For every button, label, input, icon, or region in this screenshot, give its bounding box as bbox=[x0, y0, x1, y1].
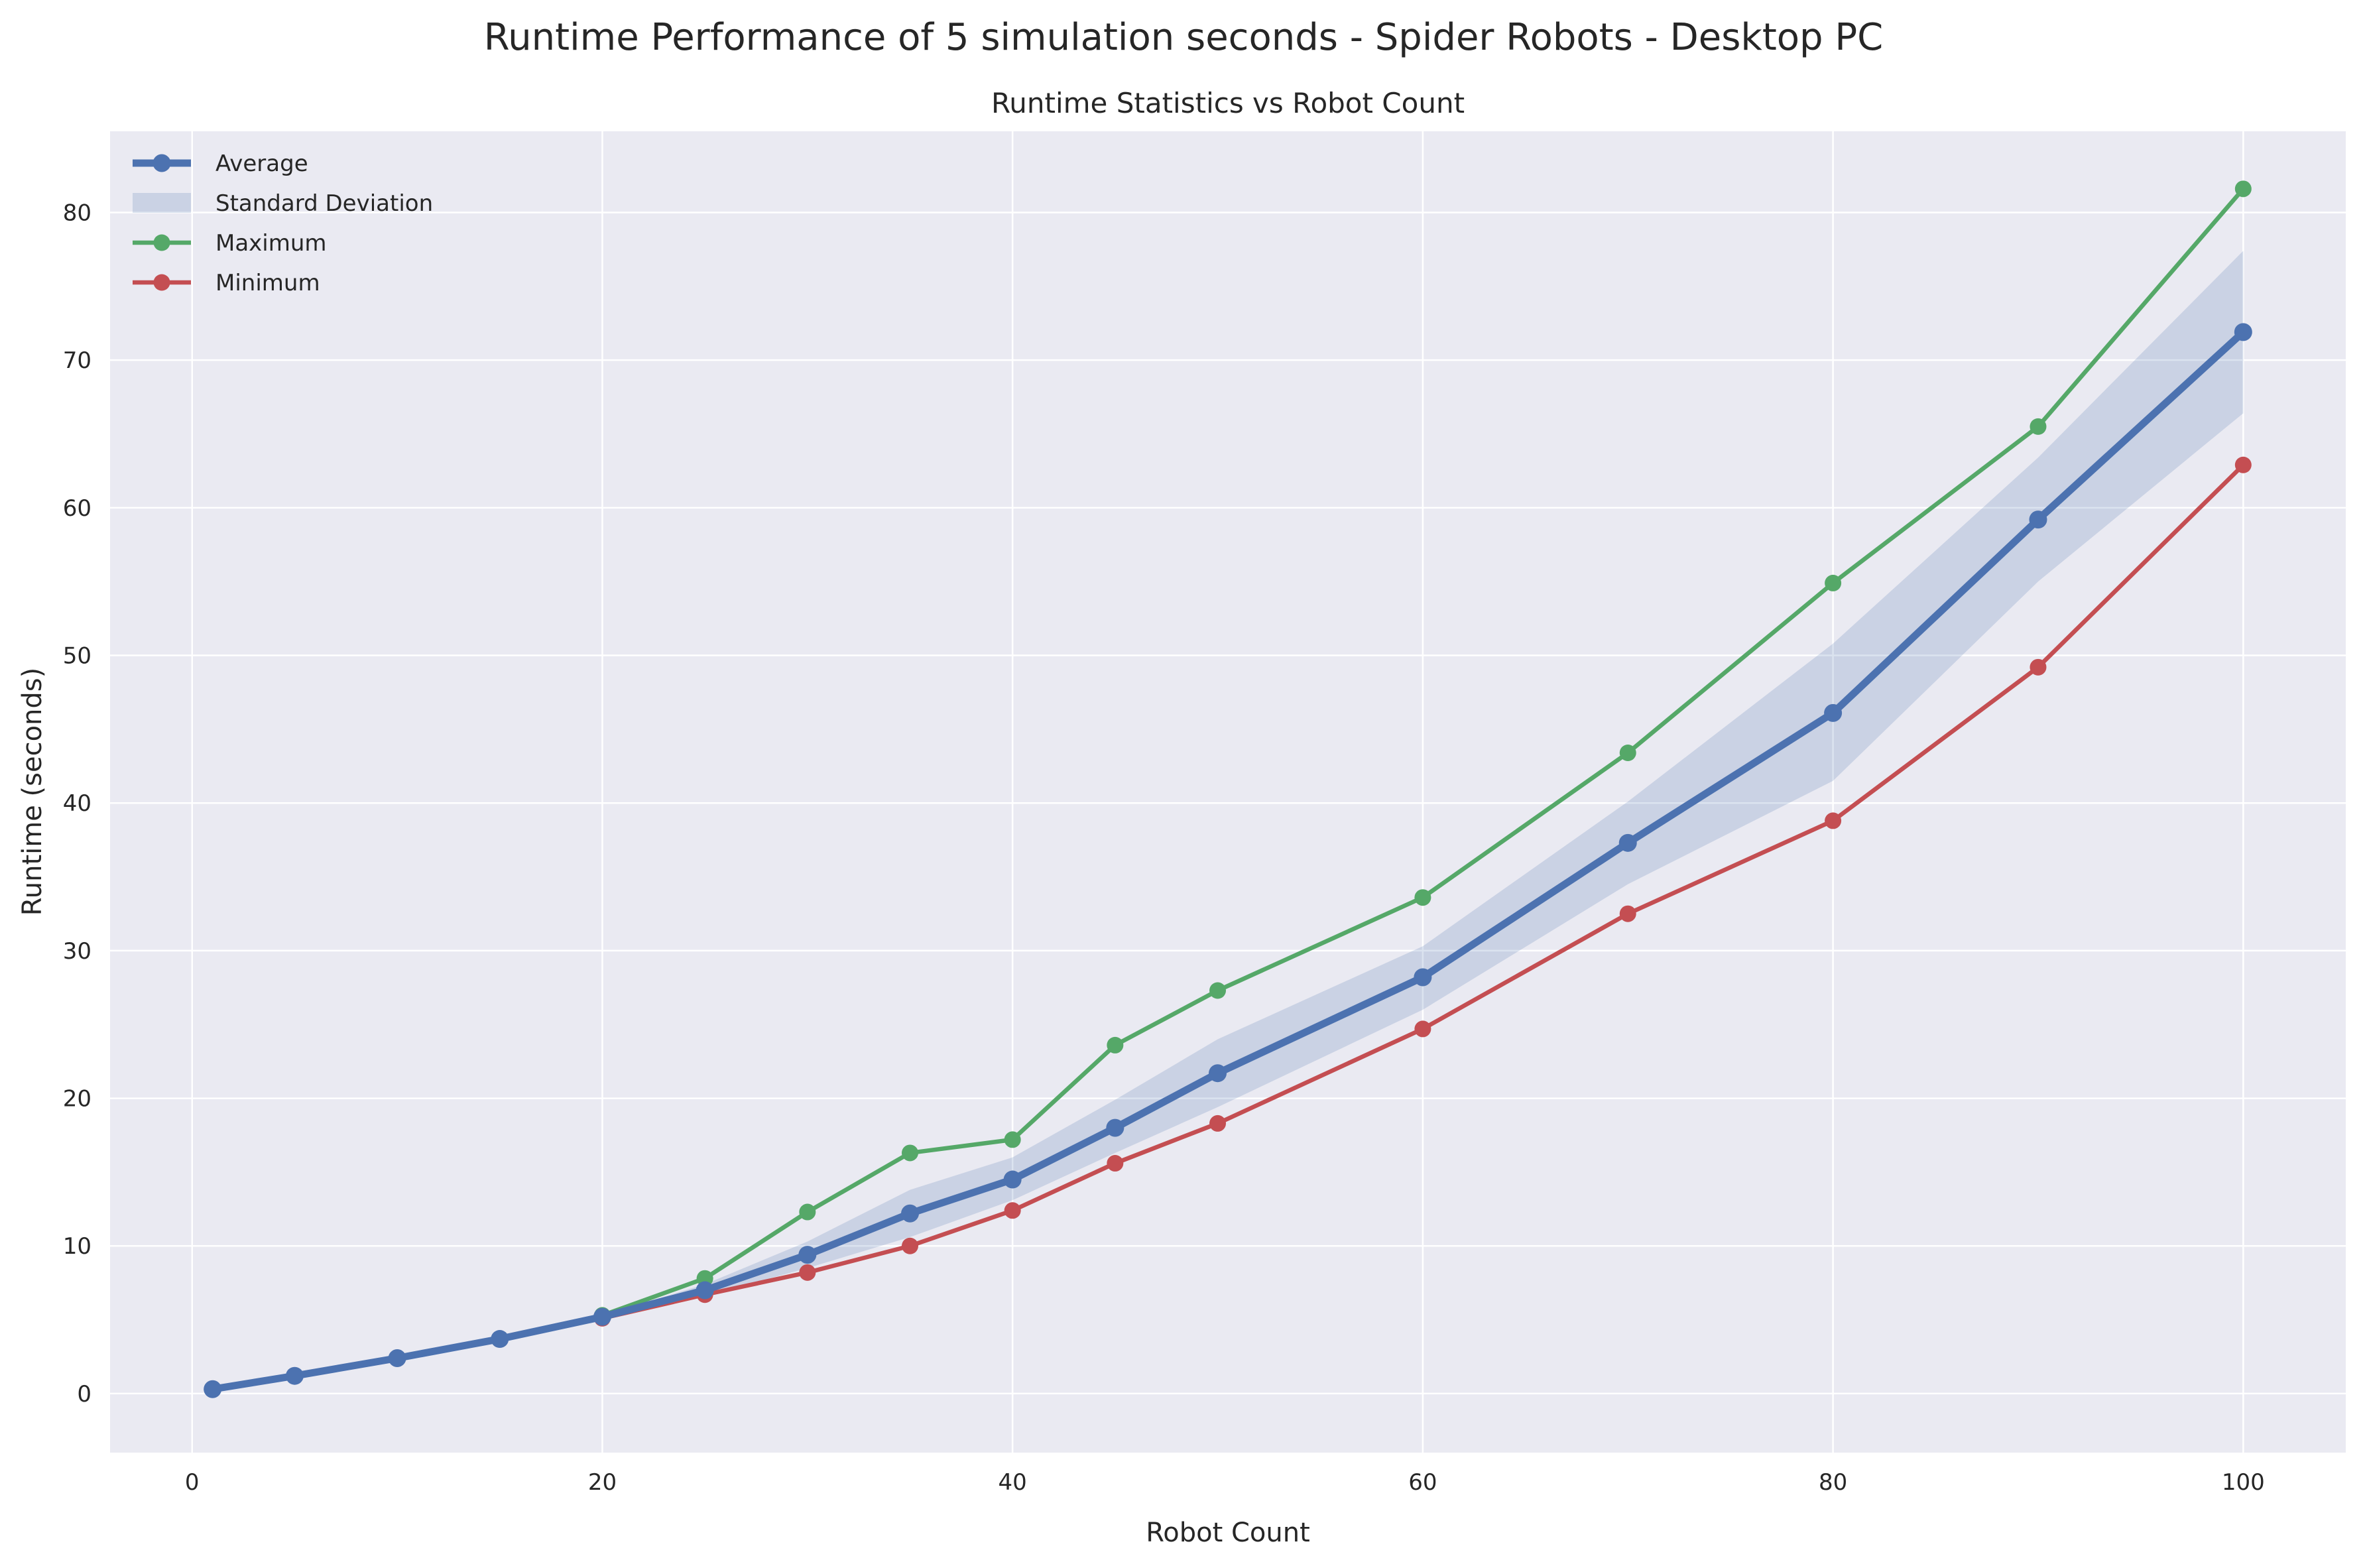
y-tick-label: 50 bbox=[63, 643, 91, 670]
average-point bbox=[593, 1307, 611, 1326]
maximum-point bbox=[1107, 1036, 1124, 1054]
x-tick-label: 20 bbox=[588, 1469, 617, 1496]
legend-item-minimum: Minimum bbox=[133, 270, 320, 296]
minimum-point bbox=[2234, 456, 2252, 473]
minimum-point bbox=[1107, 1155, 1124, 1172]
average-point bbox=[1209, 1064, 1227, 1083]
legend-item-standard-deviation: Standard Deviation bbox=[133, 190, 433, 217]
average-point bbox=[204, 1380, 222, 1398]
plot-area bbox=[110, 131, 2346, 1453]
maximum-point bbox=[901, 1144, 918, 1162]
chart-title: Runtime Statistics vs Robot Count bbox=[991, 87, 1465, 119]
x-axis-label: Robot Count bbox=[1146, 1518, 1310, 1548]
legend-label-minimum: Minimum bbox=[215, 270, 320, 296]
legend: Average Standard Deviation Maximum Minimum bbox=[133, 151, 433, 296]
maximum-point bbox=[1619, 744, 1636, 761]
minimum-point bbox=[1004, 1202, 1021, 1219]
legend-item-average: Average bbox=[133, 151, 308, 177]
maximum-point bbox=[1004, 1131, 1021, 1148]
average-point bbox=[491, 1330, 509, 1349]
minimum-point bbox=[2030, 658, 2047, 676]
y-tick-label: 60 bbox=[63, 495, 91, 522]
legend-marker-minimum bbox=[153, 274, 170, 291]
y-tick-label: 30 bbox=[63, 938, 91, 965]
y-tick-label: 40 bbox=[63, 790, 91, 817]
x-tick-label: 0 bbox=[185, 1469, 200, 1496]
series-average bbox=[204, 323, 2252, 1398]
y-tick-label: 20 bbox=[63, 1086, 91, 1113]
legend-marker-maximum bbox=[153, 234, 170, 251]
minimum-point bbox=[1619, 905, 1636, 922]
maximum-point bbox=[1414, 889, 1431, 906]
average-point bbox=[1414, 968, 1432, 987]
average-point bbox=[798, 1246, 817, 1264]
minimum-point bbox=[1825, 812, 1842, 829]
x-tick-label: 60 bbox=[1408, 1469, 1437, 1496]
y-tick-label: 70 bbox=[63, 347, 91, 374]
y-tick-label: 80 bbox=[63, 200, 91, 226]
minimum-point bbox=[1209, 1115, 1227, 1132]
series-layer bbox=[204, 180, 2252, 1398]
y-axis-label: Runtime (seconds) bbox=[17, 668, 48, 916]
minimum-point bbox=[901, 1237, 918, 1254]
x-tick-labels: 0 20 40 60 80 100 bbox=[185, 1469, 2265, 1496]
minimum-point bbox=[1414, 1020, 1431, 1038]
y-tick-label: 10 bbox=[63, 1233, 91, 1260]
minimum-point bbox=[799, 1264, 816, 1281]
average-point bbox=[1106, 1118, 1124, 1137]
average-point bbox=[2234, 323, 2252, 341]
average-line bbox=[209, 328, 2247, 1393]
y-tick-labels: 0 10 20 30 40 50 60 70 80 bbox=[63, 200, 91, 1407]
figure-suptitle: Runtime Performance of 5 simulation seco… bbox=[484, 16, 1884, 59]
maximum-point bbox=[1209, 982, 1227, 999]
legend-item-maximum: Maximum bbox=[133, 230, 327, 257]
y-tick-label: 0 bbox=[77, 1381, 91, 1408]
x-tick-label: 40 bbox=[999, 1469, 1027, 1496]
average-point bbox=[2029, 511, 2047, 529]
x-tick-label: 80 bbox=[1819, 1469, 1847, 1496]
maximum-point bbox=[799, 1203, 816, 1221]
average-point bbox=[1824, 703, 1843, 722]
average-point bbox=[388, 1349, 406, 1367]
maximum-point bbox=[1825, 574, 1842, 591]
legend-label-average: Average bbox=[215, 151, 308, 177]
legend-label-maximum: Maximum bbox=[215, 230, 327, 257]
maximum-point bbox=[2234, 180, 2252, 198]
legend-label-standard-deviation: Standard Deviation bbox=[215, 190, 433, 217]
x-tick-label: 100 bbox=[2222, 1469, 2265, 1496]
grid-lines bbox=[110, 131, 2346, 1453]
average-point bbox=[696, 1281, 714, 1299]
legend-swatch-standard-deviation bbox=[133, 193, 191, 213]
average-point bbox=[285, 1366, 304, 1385]
legend-marker-average bbox=[152, 154, 171, 172]
average-point bbox=[900, 1204, 919, 1223]
average-point bbox=[1618, 833, 1637, 852]
maximum-point bbox=[2030, 418, 2047, 435]
average-point bbox=[1003, 1170, 1022, 1189]
